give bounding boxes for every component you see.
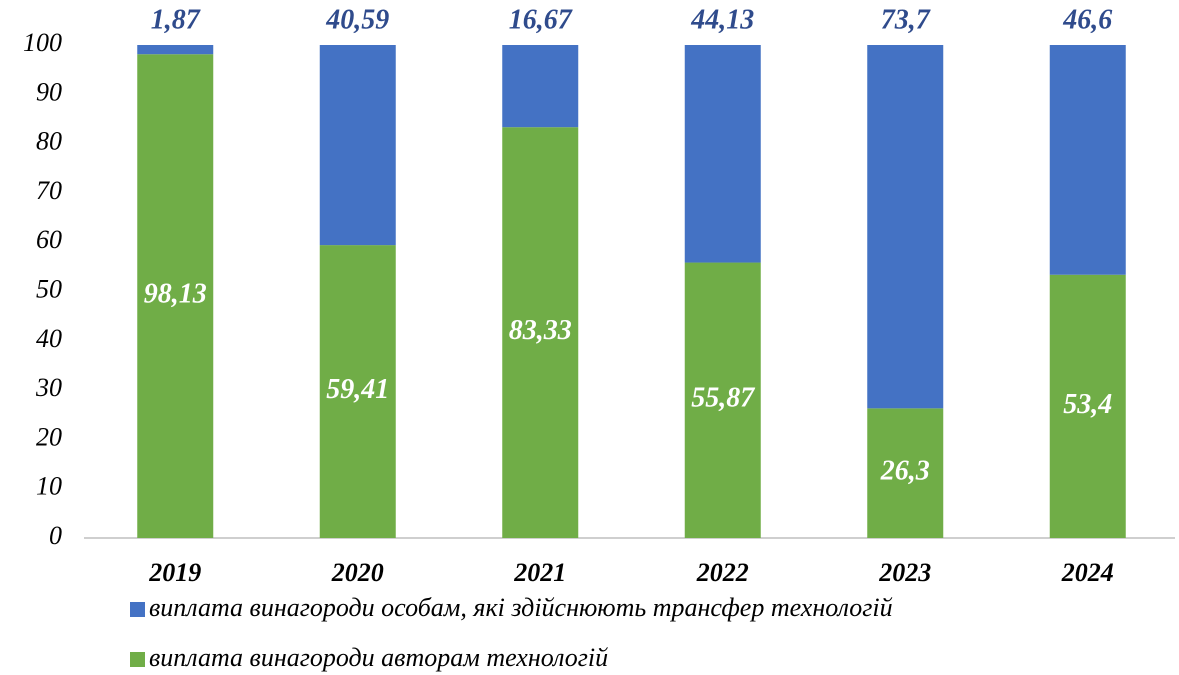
data-label: 53,4	[1063, 389, 1112, 420]
data-label: 26,3	[880, 456, 930, 487]
x-tick-label: 2020	[331, 558, 384, 587]
x-tick-label: 2024	[1061, 558, 1114, 587]
x-tick-label: 2022	[696, 558, 749, 587]
legend-swatch	[130, 602, 145, 617]
y-tick-label: 30	[35, 373, 62, 402]
bar-segment	[502, 45, 579, 128]
legend-label: виплата винагороди авторам технологій	[149, 643, 608, 672]
x-tick-label: 2023	[878, 558, 931, 587]
x-tick-label: 2021	[513, 558, 566, 587]
y-tick-label: 90	[36, 77, 62, 106]
y-tick-label: 10	[36, 472, 62, 501]
y-tick-label: 20	[36, 422, 62, 451]
bar-segment	[319, 245, 396, 538]
y-tick-label: 80	[36, 127, 62, 156]
bar-segment	[1049, 274, 1126, 538]
bar-segment	[1049, 45, 1126, 275]
y-tick-label: 100	[23, 28, 62, 57]
y-tick-label: 50	[36, 274, 62, 303]
data-label: 44,13	[690, 4, 754, 35]
data-label: 59,41	[326, 374, 389, 405]
data-label: 98,13	[144, 279, 207, 310]
x-tick-label: 2019	[148, 558, 201, 587]
data-label: 55,87	[691, 383, 755, 414]
bar-segment	[684, 262, 761, 538]
bar-segment	[137, 54, 214, 538]
bar-segment	[684, 45, 761, 263]
y-tick-label: 70	[36, 176, 62, 205]
data-label: 83,33	[509, 315, 572, 346]
legend-label: виплата винагороди особам, які здійснюют…	[149, 593, 893, 622]
bar-segment	[137, 45, 214, 55]
bar-segment	[319, 45, 396, 246]
data-label: 46,6	[1062, 4, 1112, 35]
data-label: 1,87	[151, 4, 201, 35]
data-label: 16,67	[509, 4, 573, 35]
legend-swatch	[130, 652, 145, 667]
bar-segment	[867, 408, 944, 538]
y-tick-label: 60	[36, 225, 62, 254]
y-tick-label: 40	[36, 324, 62, 353]
bar-segment	[502, 127, 579, 538]
data-label: 40,59	[325, 4, 389, 35]
bar-segment	[867, 45, 944, 409]
y-tick-label: 0	[49, 521, 62, 550]
data-label: 73,7	[881, 4, 931, 35]
